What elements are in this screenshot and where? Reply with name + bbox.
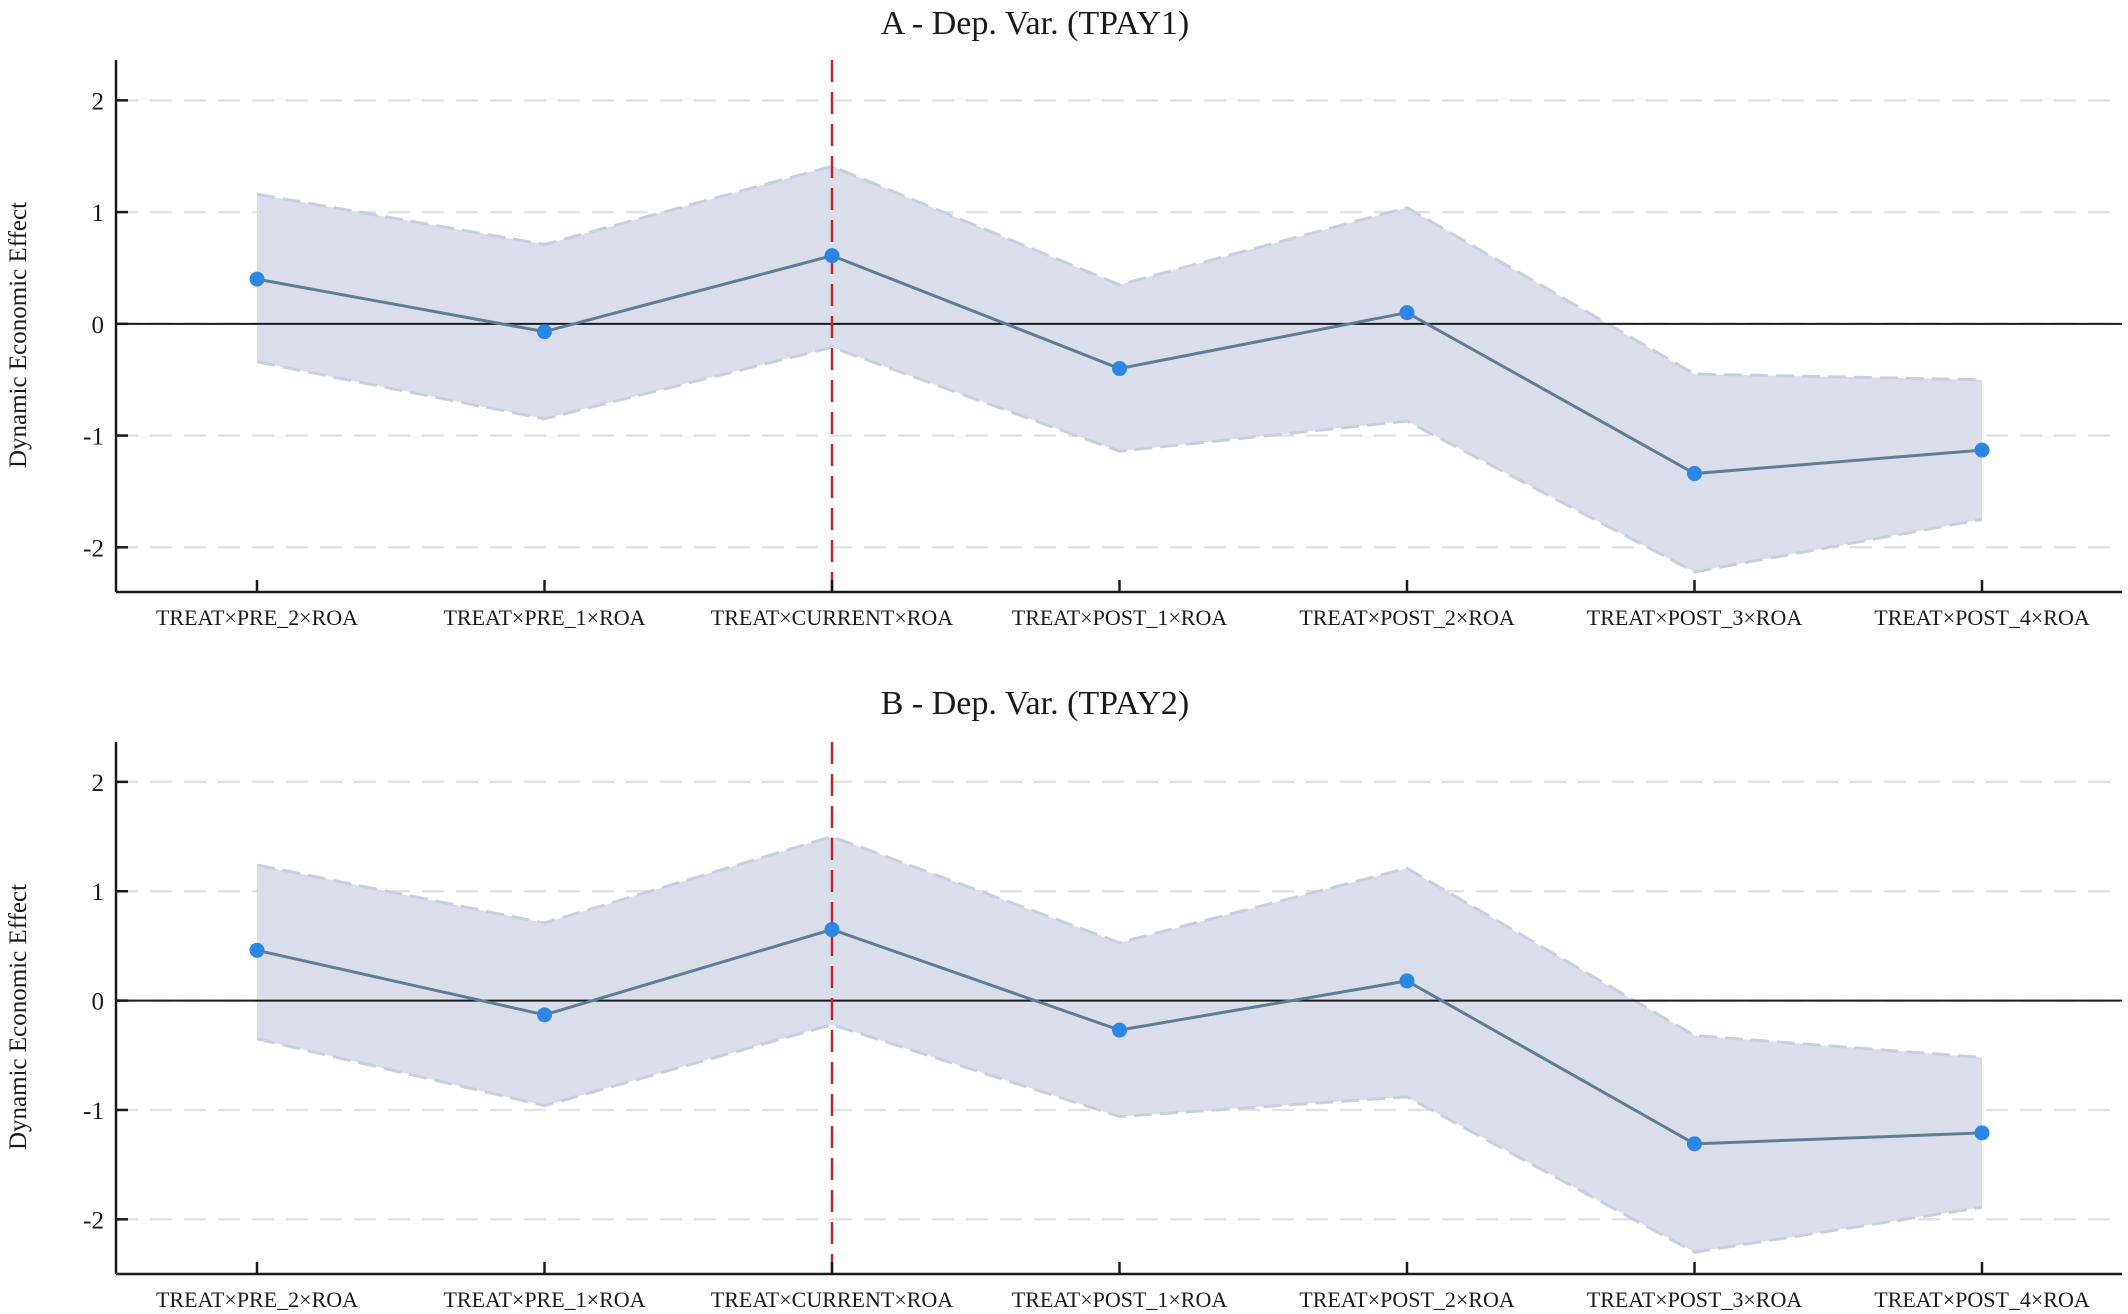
x-tick-label: TREAT×PRE_2×ROA [156, 605, 358, 630]
y-axis-label: Dynamic Economic Effect [5, 884, 32, 1150]
x-tick-label: TREAT×POST_3×ROA [1587, 605, 1803, 630]
x-tick-label: TREAT×PRE_2×ROA [156, 1287, 358, 1312]
y-tick-label: 0 [92, 989, 105, 1016]
x-tick-label: TREAT×POST_1×ROA [1012, 605, 1228, 630]
panel-a-chart: A - Dep. Var. (TPAY1) Dynamic Economic Ef… [5, 5, 2122, 630]
x-tick-label: TREAT×POST_2×ROA [1299, 605, 1515, 630]
x-tick-label: TREAT×POST_4×ROA [1874, 1287, 2090, 1312]
y-tick-label: -1 [83, 1098, 104, 1125]
ci-upper-edge [256, 164, 1983, 382]
y-tick-label: 2 [92, 770, 105, 797]
y-tick-label: -1 [83, 424, 104, 451]
data-point [537, 1007, 552, 1023]
ci-lower-edge [256, 345, 1983, 574]
data-point [1974, 1125, 1990, 1141]
data-point [1112, 361, 1127, 377]
y-axis-label: Dynamic Economic Effect [5, 202, 32, 468]
x-tick-label: TREAT×POST_3×ROA [1587, 1287, 1803, 1312]
x-tick-label: TREAT×POST_2×ROA [1299, 1287, 1515, 1312]
y-tick-label: -2 [83, 535, 104, 562]
x-tick-label: TREAT×POST_4×ROA [1874, 605, 2090, 630]
data-point [249, 942, 265, 958]
panel-b-chart: B - Dep. Var. (TPAY2) Dynamic Economic Ef… [5, 685, 2122, 1312]
data-point [1399, 305, 1415, 321]
y-tick-label: 0 [92, 312, 105, 339]
data-point [537, 324, 552, 340]
data-point [1687, 466, 1702, 482]
y-tick-label: 1 [92, 879, 105, 906]
y-tick-label: 2 [92, 88, 105, 115]
data-point [1687, 1136, 1702, 1152]
x-tick-label: TREAT×CURRENT×ROA [711, 605, 953, 630]
ci-upper-edge [256, 834, 1983, 1059]
x-tick-label: TREAT×PRE_1×ROA [443, 1287, 645, 1312]
x-tick-label: TREAT×CURRENT×ROA [711, 1287, 953, 1312]
data-point [1974, 442, 1990, 458]
data-point [1112, 1022, 1127, 1038]
data-point [1399, 973, 1415, 989]
chart-title: B - Dep. Var. (TPAY2) [881, 685, 1190, 722]
y-tick-label: 1 [92, 200, 105, 227]
x-tick-label: TREAT×POST_1×ROA [1012, 1287, 1228, 1312]
x-tick-label: TREAT×PRE_1×ROA [443, 605, 645, 630]
data-point [249, 271, 265, 287]
data-point [824, 922, 840, 938]
y-tick-label: -2 [83, 1207, 104, 1234]
ci-lower-edge [256, 1023, 1983, 1254]
chart-title: A - Dep. Var. (TPAY1) [881, 5, 1190, 42]
data-point [824, 248, 840, 264]
confidence-band [257, 836, 1982, 1253]
